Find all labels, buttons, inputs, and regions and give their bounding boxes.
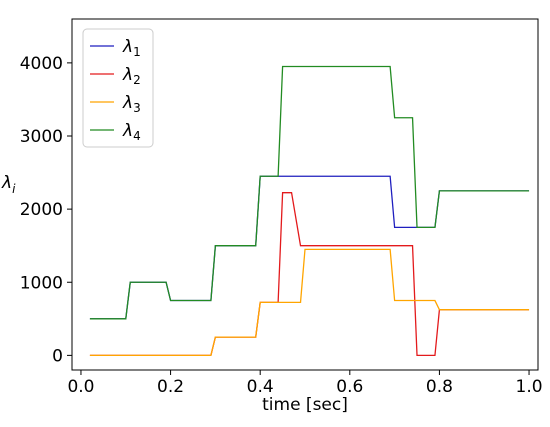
y-tick-label: 3000	[20, 127, 63, 147]
y-tick-label: 1000	[20, 273, 63, 293]
legend-items: λ1 λ2 λ3 λ4	[90, 37, 141, 143]
series-line-2	[89, 192, 530, 357]
y-axis-label-main: λ	[1, 173, 12, 193]
plot-frame	[71, 18, 539, 371]
legend: λ1 λ2 λ3 λ4	[82, 28, 154, 148]
y-axis: 0 1000 2000 3000 4000	[20, 54, 72, 366]
x-tick-label: 0.6	[336, 377, 363, 397]
y-axis-label-sub: i	[12, 182, 16, 196]
y-tick-label: 2000	[20, 200, 63, 220]
y-axis-label: λi	[1, 173, 16, 196]
legend-label: λ4	[122, 121, 141, 143]
series-line-1	[89, 175, 530, 320]
x-axis: 0.0 0.2 0.4 0.6 0.8 1.0	[67, 370, 543, 397]
x-tick-label: 0.0	[67, 377, 94, 397]
series-line-3	[89, 248, 530, 357]
legend-label: λ3	[122, 93, 141, 115]
legend-frame	[82, 28, 154, 148]
legend-label: λ2	[122, 65, 141, 87]
x-tick-label: 0.2	[157, 377, 184, 397]
legend-label: λ1	[122, 37, 141, 59]
series-layer	[89, 65, 530, 357]
x-tick-label: 0.4	[247, 377, 274, 397]
x-axis-label: time [sec]	[262, 395, 348, 415]
y-tick-label: 4000	[20, 54, 63, 74]
series-line-4	[89, 65, 530, 320]
y-tick-label: 0	[52, 346, 63, 366]
x-tick-label: 1.0	[516, 377, 543, 397]
x-tick-label: 0.8	[426, 377, 453, 397]
